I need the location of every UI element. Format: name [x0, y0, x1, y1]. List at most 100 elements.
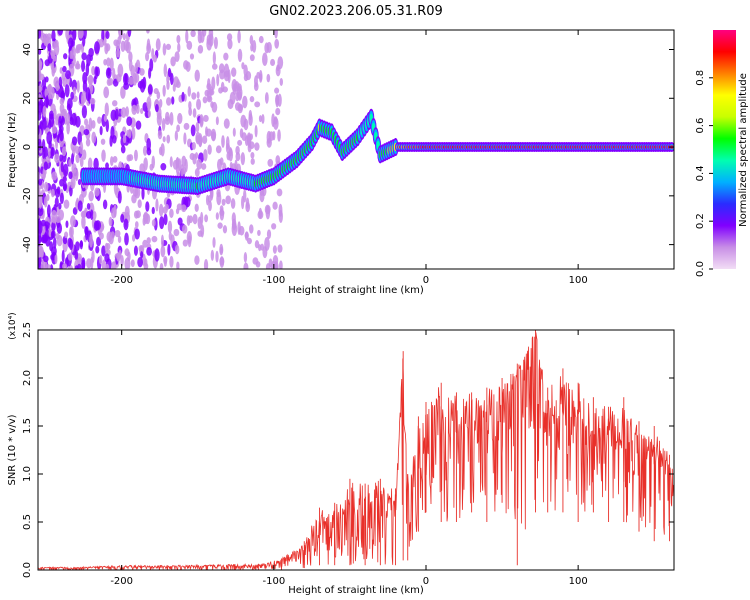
heatmap-noise-cell: [195, 131, 201, 145]
heatmap-noise-cell: [45, 156, 51, 164]
heatmap-noise-cell: [169, 111, 174, 126]
heatmap-noise-cell: [203, 148, 208, 162]
heatmap-noise-cell: [235, 145, 240, 155]
spectrogram-x-ticks: -200 -100 0 100: [110, 30, 588, 286]
heatmap-noise-cell: [137, 199, 142, 209]
heatmap-noise-cell: [85, 87, 91, 102]
heatmap-noise-cell: [177, 42, 181, 53]
heatmap-noise-cell: [151, 206, 155, 215]
x-tick-label: -100: [262, 576, 285, 587]
heatmap-noise-cell: [217, 158, 222, 171]
heatmap-noise-cell: [167, 220, 173, 234]
heatmap-noise-cell: [77, 30, 84, 39]
heatmap-noise-cell: [199, 114, 204, 128]
heatmap-noise-cell: [147, 110, 151, 118]
heatmap-noise-cell: [81, 105, 88, 119]
heatmap-noise-cell: [61, 146, 67, 157]
heatmap-noise-cell: [38, 178, 43, 186]
heatmap-noise-cell: [176, 203, 183, 211]
heatmap-noise-cell: [176, 79, 180, 86]
heatmap-noise-cell: [120, 254, 124, 267]
heatmap-noise-cell: [207, 78, 211, 89]
heatmap-noise-cell: [243, 251, 248, 263]
heatmap-noise-cell: [68, 171, 73, 180]
heatmap-noise-cell: [229, 161, 233, 170]
heatmap-noise-cell: [71, 136, 78, 146]
heatmap-noise-cell: [142, 216, 146, 226]
heatmap-noise-cell: [159, 262, 164, 269]
heatmap-noise-cell: [160, 245, 166, 258]
heatmap-noise-cell: [142, 76, 147, 90]
heatmap-noise-cell: [67, 252, 73, 261]
heatmap-noise-cell: [74, 146, 80, 155]
heatmap-noise-cell: [189, 53, 195, 60]
heatmap-noise-cell: [65, 220, 69, 229]
heatmap-noise-cell: [215, 250, 219, 263]
heatmap-noise-cell: [238, 225, 245, 236]
colorbar-tick-label: 0.0: [695, 261, 706, 277]
heatmap-noise-cell: [257, 229, 261, 236]
heatmap-noise-cell: [38, 228, 42, 240]
heatmap-noise-cell: [81, 52, 87, 61]
heatmap-noise-cell: [258, 115, 262, 123]
heatmap-noise-cell: [194, 168, 200, 178]
heatmap-noise-cell: [112, 100, 118, 107]
heatmap-noise-cell: [188, 215, 193, 224]
heatmap-noise-cell: [254, 75, 258, 88]
heatmap-noise-cell: [45, 264, 51, 269]
spectrogram-x-axis-label: Height of straight line (km): [288, 285, 424, 296]
heatmap-noise-cell: [208, 200, 212, 212]
heatmap-noise-cell: [51, 171, 58, 181]
heatmap-noise-cell: [65, 70, 71, 80]
heatmap-noise-cell: [51, 230, 56, 239]
heatmap-noise-cell: [84, 118, 89, 126]
heatmap-noise-cell: [203, 259, 209, 269]
heatmap-noise-cell: [169, 156, 173, 168]
heatmap-noise-cell: [38, 138, 42, 151]
heatmap-noise-cell: [166, 97, 172, 106]
heatmap-noise-cell: [158, 146, 163, 156]
heatmap-noise-cell: [267, 158, 274, 167]
snr-panel: -200 -100 0 100 0.0 0.5 1.0 1.5 2.0 2.5 Height o…: [7, 312, 675, 596]
heatmap-noise-cell: [243, 262, 249, 269]
heatmap-noise-cell: [105, 162, 109, 169]
heatmap-noise-cell: [136, 103, 140, 114]
heatmap-noise-cell: [48, 230, 52, 238]
heatmap-noise-cell: [40, 219, 46, 227]
heatmap-noise-cell: [201, 163, 207, 170]
heatmap-noise-cell: [270, 58, 276, 67]
heatmap-noise-cell: [169, 72, 174, 86]
heatmap-noise-cell: [122, 32, 126, 41]
heatmap-noise-cell: [157, 130, 163, 140]
heatmap-noise-cell: [181, 155, 187, 168]
heatmap-noise-cell: [246, 237, 252, 245]
heatmap-noise-cell: [70, 181, 74, 189]
heatmap-noise-cell: [69, 238, 74, 251]
heatmap-noise-cell: [111, 207, 117, 219]
heatmap-noise-cell: [272, 201, 278, 210]
heatmap-noise-cell: [103, 114, 108, 122]
heatmap-noise-cell: [59, 98, 65, 105]
heatmap-noise-cell: [120, 40, 126, 53]
heatmap-noise-cell: [181, 204, 187, 213]
heatmap-noise-cell: [162, 206, 168, 214]
heatmap-noise-cell: [277, 129, 281, 142]
heatmap-noise-cell: [271, 223, 277, 230]
heatmap-noise-cell: [212, 51, 216, 65]
heatmap-noise-cell: [221, 198, 226, 206]
heatmap-noise-cell: [204, 214, 209, 223]
y-tick-label: 2.0: [22, 370, 33, 386]
heatmap-noise-cell: [162, 136, 166, 143]
heatmap-noise-cell: [104, 42, 109, 55]
heatmap-noise-cell: [264, 92, 269, 104]
heatmap-noise-cell: [172, 83, 176, 92]
heatmap-noise-cell: [95, 245, 100, 254]
heatmap-noise-cell: [266, 229, 272, 240]
heatmap-noise-cell: [244, 231, 249, 239]
heatmap-noise-cell: [268, 258, 273, 268]
heatmap-noise-cell: [230, 198, 236, 209]
heatmap-noise-cell: [134, 186, 141, 199]
snr-y-axis-label: SNR (10 * v/v): [7, 414, 18, 485]
heatmap-noise-cell: [94, 66, 99, 80]
heatmap-noise-cell: [154, 248, 160, 262]
